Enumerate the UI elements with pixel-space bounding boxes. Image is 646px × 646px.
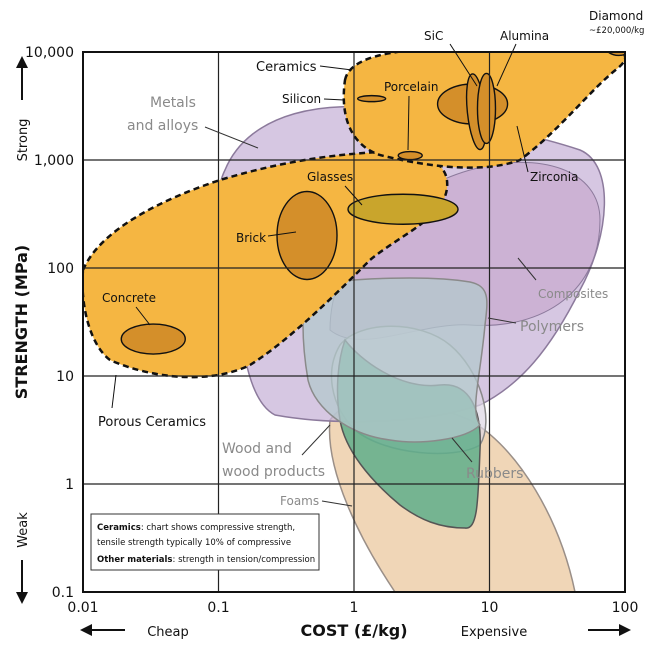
y-tick-label: 1,000 — [34, 153, 74, 169]
metals-label-line2: and alloys — [127, 118, 198, 134]
diamond-price-label: ~£20,000/kg — [589, 26, 644, 36]
note-line1-rest: : chart shows compressive strength, — [141, 523, 295, 533]
porcelain-ellipse — [397, 150, 423, 161]
wood-label-line1: Wood and — [222, 441, 292, 457]
diamond-label: Diamond — [589, 9, 643, 23]
composites-leader — [517, 257, 537, 281]
concrete-ellipse — [120, 323, 186, 355]
silicon-leader — [323, 98, 345, 101]
metals-label-line1: Metals — [150, 95, 196, 111]
ceramics-leader — [319, 65, 353, 71]
polymers-leader — [487, 317, 517, 324]
alumina-label: Alumina — [500, 29, 549, 43]
composites-label: Composites — [538, 287, 608, 301]
x-tick-label: 0.01 — [67, 600, 98, 616]
glasses-ellipse — [347, 193, 459, 225]
y-tick-labels: 0.1 1 10 100 1,000 10,000 — [25, 45, 74, 601]
strong-arrow — [16, 56, 28, 100]
note-box: Ceramics: chart shows compressive streng… — [90, 513, 320, 571]
plot-frame — [82, 51, 626, 593]
glasses-leader — [344, 185, 363, 206]
brick-leader — [267, 231, 297, 237]
silicon-label: Silicon — [282, 92, 321, 106]
y-axis-low-word: Weak — [16, 512, 31, 548]
y-tick-label: 0.1 — [52, 585, 74, 601]
alumina-ellipse — [476, 72, 497, 145]
note-line3: Other materials: strength in tension/com… — [97, 555, 315, 565]
zirconia-leader — [516, 125, 529, 173]
concrete-label: Concrete — [102, 291, 156, 305]
y-tick-label: 1 — [65, 477, 74, 493]
porcelain-label: Porcelain — [384, 80, 438, 94]
zirconia-label: Zirconia — [530, 170, 578, 184]
alumina-leader — [496, 43, 517, 87]
note-line2: tensile strength typically 10% of compre… — [97, 538, 291, 548]
x-tick-label: 100 — [612, 600, 639, 616]
sic-leader — [449, 43, 478, 87]
note-line1: Ceramics: chart shows compressive streng… — [97, 523, 295, 533]
x-tick-label: 10 — [481, 600, 499, 616]
brick-ellipse — [276, 190, 338, 281]
concrete-leader — [135, 306, 151, 326]
metals-leader — [204, 126, 259, 149]
brick-label: Brick — [236, 231, 266, 245]
wood-label-line2: wood products — [222, 464, 325, 480]
y-axis-high-word: Strong — [16, 119, 31, 162]
ceramics-label: Ceramics — [256, 60, 317, 75]
x-axis-high-word: Expensive — [461, 625, 527, 640]
expensive-arrow — [588, 624, 631, 636]
foams-label: Foams — [280, 494, 319, 508]
glasses-label: Glasses — [307, 170, 353, 184]
rubbers-label: Rubbers — [466, 466, 523, 482]
cheap-arrow — [80, 624, 125, 636]
porcelain-leader — [407, 95, 410, 151]
y-tick-label: 10 — [56, 369, 74, 385]
x-tick-label: 0.1 — [207, 600, 229, 616]
y-tick-label: 100 — [47, 261, 74, 277]
polymers-label: Polymers — [520, 319, 584, 335]
x-tick-labels: 0.01 0.1 1 10 100 — [67, 600, 638, 616]
porous-leader — [111, 374, 117, 409]
y-axis-title: STRENGTH (MPa) — [12, 245, 31, 399]
weak-arrow — [16, 560, 28, 604]
rubbers-leader — [451, 437, 473, 463]
silicon-ellipse — [356, 94, 387, 103]
x-axis-title: COST (£/kg) — [300, 621, 407, 640]
foams-leader — [321, 500, 353, 507]
x-axis-low-word: Cheap — [147, 625, 189, 640]
material-items — [120, 52, 625, 355]
note-line1-bold: Ceramics — [97, 523, 141, 533]
polymers-region — [302, 277, 488, 443]
sic-label: SiC — [424, 29, 443, 43]
note-line3-bold: Other materials — [97, 555, 173, 565]
note-line3-rest: : strength in tension/compression — [173, 555, 316, 565]
y-tick-label: 10,000 — [25, 45, 74, 61]
x-tick-label: 1 — [350, 600, 359, 616]
wood-leader — [301, 424, 331, 456]
porous-label: Porous Ceramics — [98, 415, 206, 430]
